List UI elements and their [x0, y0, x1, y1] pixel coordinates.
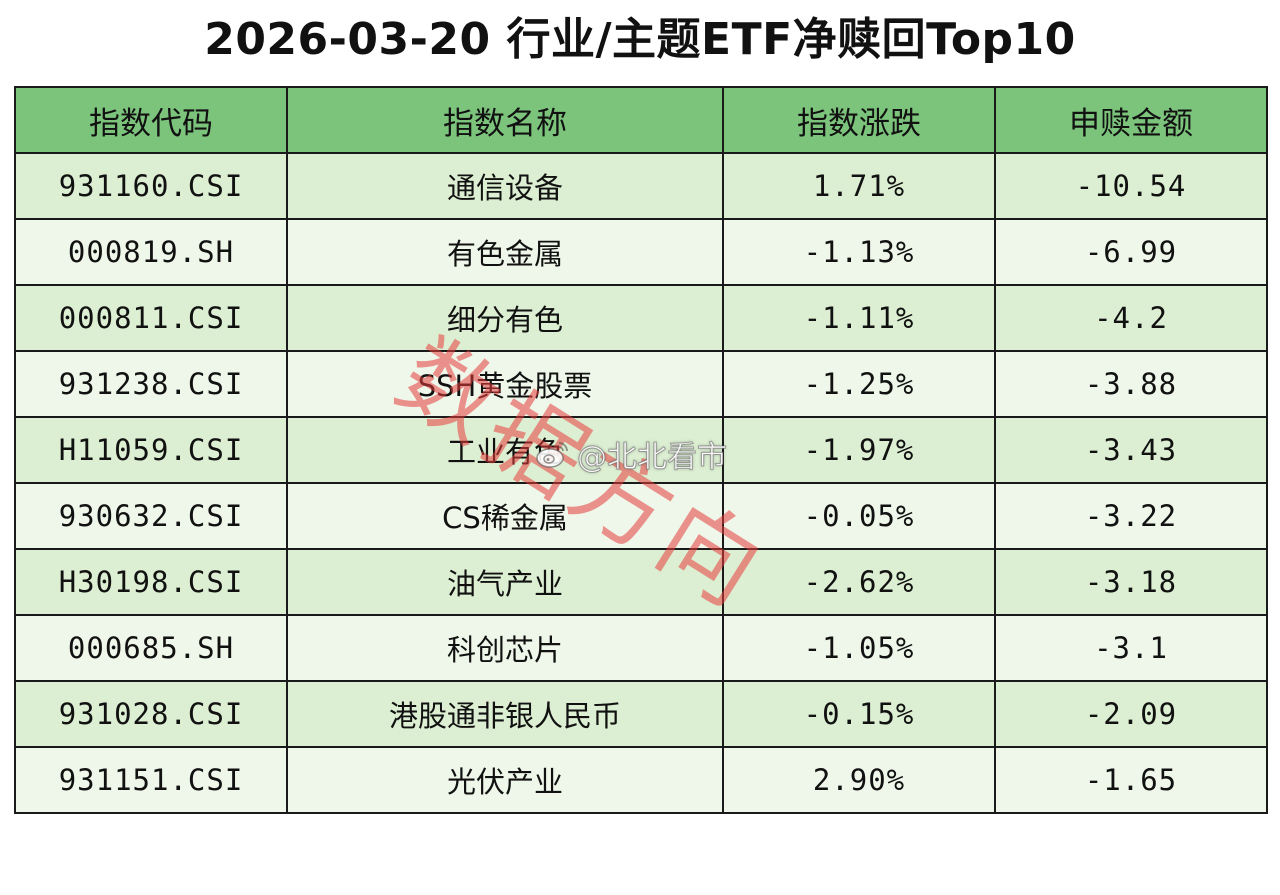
cell-index-change: -1.25%: [722, 350, 996, 418]
cell-amount: -6.99: [994, 218, 1268, 286]
table-row: 000811.CSI 细分有色 -1.11% -4.2: [14, 284, 1268, 352]
header-index-change: 指数涨跌: [722, 86, 996, 154]
cell-amount: -4.2: [994, 284, 1268, 352]
cell-amount: -3.43: [994, 416, 1268, 484]
cell-index-change: 1.71%: [722, 152, 996, 220]
cell-index-code: H30198.CSI: [14, 548, 288, 616]
cell-index-name: 细分有色: [286, 284, 724, 352]
cell-amount: -3.88: [994, 350, 1268, 418]
cell-index-code: 931160.CSI: [14, 152, 288, 220]
page-title: 2026-03-20 行业/主题ETF净赎回Top10: [204, 14, 1076, 65]
cell-index-change: -1.11%: [722, 284, 996, 352]
header-subscription-amount: 申赎金额: [994, 86, 1268, 154]
cell-index-name: 通信设备: [286, 152, 724, 220]
cell-index-name: SSH黄金股票: [286, 350, 724, 418]
header-index-code: 指数代码: [14, 86, 288, 154]
table-header-row: 指数代码 指数名称 指数涨跌 申赎金额: [14, 86, 1268, 154]
cell-index-name: CS稀金属: [286, 482, 724, 550]
cell-index-name: 工业有色: [286, 416, 724, 484]
cell-index-name: 港股通非银人民币: [286, 680, 724, 748]
cell-amount: -10.54: [994, 152, 1268, 220]
cell-index-code: 931028.CSI: [14, 680, 288, 748]
cell-index-name: 有色金属: [286, 218, 724, 286]
table-row: 930632.CSI CS稀金属 -0.05% -3.22: [14, 482, 1268, 550]
table-row: 931151.CSI 光伏产业 2.90% -1.65: [14, 746, 1268, 814]
cell-index-name: 油气产业: [286, 548, 724, 616]
cell-index-code: 000685.SH: [14, 614, 288, 682]
cell-amount: -3.22: [994, 482, 1268, 550]
cell-index-change: -1.13%: [722, 218, 996, 286]
cell-index-change: -0.15%: [722, 680, 996, 748]
table-row: H11059.CSI 工业有色 -1.97% -3.43: [14, 416, 1268, 484]
cell-index-change: -1.05%: [722, 614, 996, 682]
cell-index-code: H11059.CSI: [14, 416, 288, 484]
table-row: H30198.CSI 油气产业 -2.62% -3.18: [14, 548, 1268, 616]
cell-index-code: 930632.CSI: [14, 482, 288, 550]
table-row: 931160.CSI 通信设备 1.71% -10.54: [14, 152, 1268, 220]
cell-index-name: 光伏产业: [286, 746, 724, 814]
table-row: 931028.CSI 港股通非银人民币 -0.15% -2.09: [14, 680, 1268, 748]
cell-amount: -3.18: [994, 548, 1268, 616]
cell-index-change: -2.62%: [722, 548, 996, 616]
etf-redemption-table: 指数代码 指数名称 指数涨跌 申赎金额 931160.CSI 通信设备 1.71…: [14, 86, 1268, 814]
table-row: 931238.CSI SSH黄金股票 -1.25% -3.88: [14, 350, 1268, 418]
cell-index-code: 000819.SH: [14, 218, 288, 286]
table-row: 000819.SH 有色金属 -1.13% -6.99: [14, 218, 1268, 286]
cell-amount: -2.09: [994, 680, 1268, 748]
cell-amount: -3.1: [994, 614, 1268, 682]
table-row: 000685.SH 科创芯片 -1.05% -3.1: [14, 614, 1268, 682]
cell-index-code: 931238.CSI: [14, 350, 288, 418]
cell-index-change: -1.97%: [722, 416, 996, 484]
cell-index-change: -0.05%: [722, 482, 996, 550]
cell-index-code: 000811.CSI: [14, 284, 288, 352]
cell-index-code: 931151.CSI: [14, 746, 288, 814]
cell-index-change: 2.90%: [722, 746, 996, 814]
header-index-name: 指数名称: [286, 86, 724, 154]
cell-index-name: 科创芯片: [286, 614, 724, 682]
cell-amount: -1.65: [994, 746, 1268, 814]
